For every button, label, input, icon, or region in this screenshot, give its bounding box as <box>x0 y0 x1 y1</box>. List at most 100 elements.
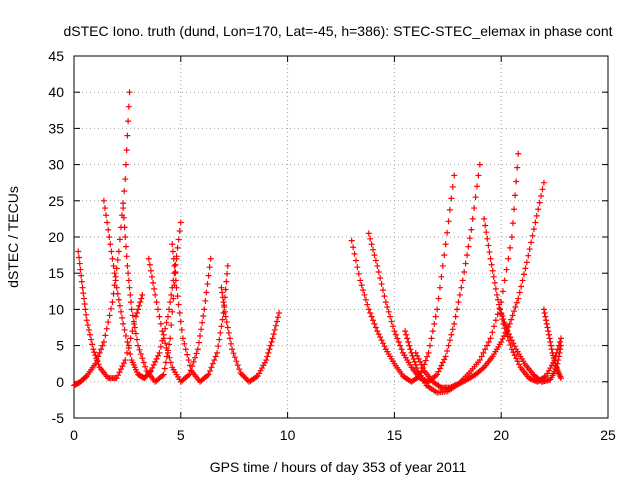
data-point <box>116 369 123 376</box>
x-tick-label: 15 <box>387 427 403 443</box>
data-point <box>381 293 388 300</box>
data-point <box>100 197 107 204</box>
data-point <box>482 222 489 229</box>
data-point <box>475 172 482 179</box>
data-point <box>492 317 499 324</box>
data-point <box>174 293 181 300</box>
data-point <box>491 323 498 330</box>
data-point <box>185 357 192 364</box>
data-point <box>221 308 228 315</box>
data-point <box>458 284 465 291</box>
data-point <box>91 349 98 356</box>
data-point <box>157 343 164 350</box>
data-point <box>113 284 120 291</box>
data-point <box>229 346 236 353</box>
data-point <box>362 296 369 303</box>
data-point <box>552 360 559 367</box>
data-point <box>487 255 494 262</box>
data-point <box>208 364 215 371</box>
data-point <box>139 291 146 298</box>
data-point <box>514 358 521 365</box>
data-point <box>558 375 565 382</box>
data-point <box>481 215 488 222</box>
data-point <box>387 313 394 320</box>
chart-title: dSTEC Iono. truth (dund, Lon=170, Lat=-4… <box>63 23 612 39</box>
data-point <box>198 326 205 333</box>
data-point <box>384 303 391 310</box>
data-point <box>526 246 533 253</box>
data-point <box>178 326 185 333</box>
data-point <box>496 301 503 308</box>
data-point <box>87 331 94 338</box>
data-point <box>225 329 232 336</box>
data-point <box>511 206 518 213</box>
data-point <box>142 363 149 370</box>
data-point <box>83 311 90 318</box>
data-point <box>126 284 133 291</box>
data-point <box>177 219 184 226</box>
data-point <box>122 357 129 364</box>
data-point <box>109 299 116 306</box>
data-point <box>115 296 122 303</box>
data-point <box>516 361 522 368</box>
data-point <box>492 285 499 292</box>
data-point <box>512 303 519 310</box>
data-point <box>389 323 396 330</box>
data-point <box>75 254 82 261</box>
data-point <box>270 331 277 338</box>
data-point <box>184 351 191 358</box>
data-point <box>89 341 96 348</box>
data-point <box>156 349 163 356</box>
data-point <box>105 226 112 233</box>
data-point <box>544 324 551 331</box>
data-point <box>207 255 214 262</box>
data-point <box>125 345 132 352</box>
data-point <box>134 336 141 343</box>
data-point <box>419 364 426 371</box>
data-point <box>77 266 84 273</box>
data-point <box>535 206 542 213</box>
data-point <box>446 337 453 344</box>
data-point <box>483 229 490 236</box>
data-point <box>95 361 102 368</box>
data-point <box>122 161 129 168</box>
data-point <box>522 265 529 272</box>
data-point <box>160 371 167 378</box>
data-point <box>267 342 274 349</box>
data-point <box>486 249 493 256</box>
data-point <box>407 346 414 353</box>
data-point <box>499 335 506 342</box>
data-point <box>556 349 563 356</box>
data-point <box>192 354 199 361</box>
data-point <box>121 326 128 333</box>
data-point <box>150 361 157 368</box>
data-point <box>415 355 422 362</box>
data-point <box>536 199 543 206</box>
data-point <box>104 219 111 226</box>
data-point <box>79 284 86 291</box>
y-axis-label: dSTEC / TECUs <box>5 186 21 288</box>
data-point <box>264 353 271 360</box>
data-point <box>212 353 219 360</box>
y-tick-label: 5 <box>56 338 64 354</box>
data-point <box>558 342 565 349</box>
data-point <box>438 362 445 369</box>
data-point <box>518 283 525 290</box>
data-point <box>136 302 143 309</box>
data-point <box>468 226 475 233</box>
data-point <box>241 374 248 381</box>
data-point <box>273 318 280 325</box>
data-point <box>510 340 517 347</box>
data-point <box>355 270 362 277</box>
data-point <box>111 270 118 277</box>
data-point <box>418 361 425 368</box>
data-point <box>193 350 200 357</box>
data-point <box>170 295 177 302</box>
data-point <box>224 262 231 269</box>
data-point <box>489 329 496 336</box>
data-point <box>127 291 134 298</box>
data-point <box>391 328 398 335</box>
data-point <box>231 354 238 361</box>
data-point <box>218 323 225 330</box>
data-point <box>272 322 279 329</box>
